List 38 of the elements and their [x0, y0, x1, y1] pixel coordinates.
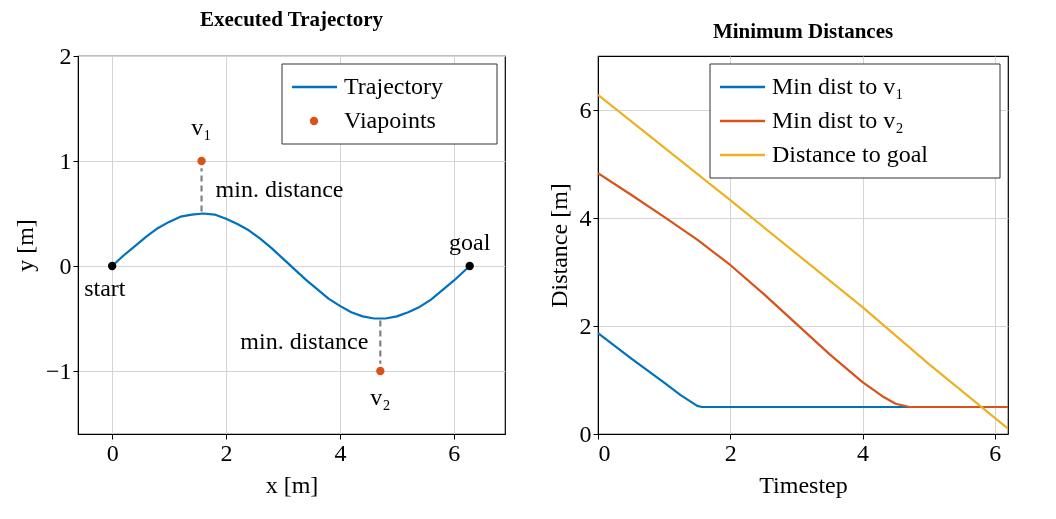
legend-label: Min dist to v₂	[772, 107, 904, 133]
legend-label: Min dist to v₁	[772, 73, 904, 99]
annotation: v₂	[370, 384, 391, 410]
annotation: v₁	[191, 114, 212, 140]
annotation: min. distance	[215, 176, 344, 203]
y-axis-title: y [m]	[11, 219, 38, 272]
y-tick-label: 0	[579, 420, 592, 447]
y-tick-label: 2	[579, 312, 592, 339]
y-axis-title: Distance [m]	[545, 183, 572, 308]
x-tick-label: 0	[598, 439, 611, 466]
point	[107, 261, 117, 271]
y-tick-label: 1	[59, 147, 72, 174]
x-tick-label: 2	[724, 439, 737, 466]
x-tick-label: 0	[106, 439, 119, 466]
y-tick-label: −1	[45, 357, 72, 384]
x-tick-label: 4	[334, 439, 347, 466]
legend-label: Viapoints	[344, 107, 436, 133]
x-tick-label: 4	[857, 439, 870, 466]
point	[376, 366, 385, 376]
x-tick-label: 6	[448, 439, 461, 466]
y-tick-label: 4	[579, 204, 592, 231]
point	[197, 156, 206, 166]
x-tick-label: 2	[220, 439, 233, 466]
x-axis-title: Timestep	[759, 471, 848, 498]
point	[465, 261, 474, 271]
y-tick-label: 6	[579, 96, 592, 123]
y-tick-label: 0	[59, 252, 72, 279]
annotation: min. distance	[240, 327, 369, 354]
annotation: start	[84, 275, 126, 301]
chart-title: Minimum Distances	[712, 19, 894, 43]
legend-label: Trajectory	[344, 73, 444, 99]
chart-title: Executed Trajectory	[200, 7, 384, 31]
x-axis-title: x [m]	[265, 471, 319, 498]
x-tick-label: 6	[989, 439, 1002, 466]
legend-label: Distance to goal	[772, 141, 929, 167]
line-series	[598, 172, 1008, 409]
y-tick-label: 2	[59, 42, 72, 69]
annotation: goal	[449, 229, 491, 255]
